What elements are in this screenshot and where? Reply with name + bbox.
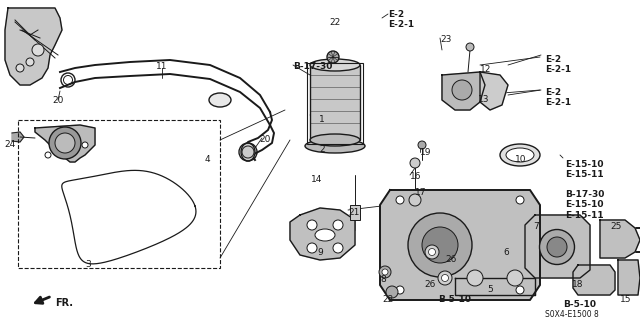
Text: E-15-10
E-15-11: E-15-10 E-15-11	[565, 160, 604, 180]
Bar	[310, 65, 360, 140]
Circle shape	[408, 213, 472, 277]
Polygon shape	[525, 215, 590, 278]
Text: E-2
E-2-1: E-2 E-2-1	[545, 88, 571, 108]
Text: 12: 12	[480, 65, 492, 74]
Text: 7: 7	[533, 222, 539, 231]
Text: 4: 4	[205, 155, 211, 164]
Text: 8: 8	[380, 275, 386, 284]
Text: 3: 3	[85, 260, 91, 269]
Bar	[18, 120, 220, 268]
Circle shape	[516, 286, 524, 294]
Circle shape	[379, 266, 391, 278]
Text: 21: 21	[348, 208, 360, 217]
Text: 6: 6	[503, 248, 509, 257]
Circle shape	[396, 196, 404, 204]
Text: 26: 26	[445, 255, 456, 264]
Circle shape	[410, 158, 420, 168]
Text: E-2
E-2-1: E-2 E-2-1	[388, 10, 414, 29]
Text: 24: 24	[4, 140, 15, 149]
Text: 9: 9	[317, 248, 323, 257]
Text: 1: 1	[319, 115, 325, 124]
Ellipse shape	[315, 229, 335, 241]
Polygon shape	[600, 220, 640, 258]
Text: 15: 15	[620, 295, 632, 304]
Ellipse shape	[241, 143, 255, 161]
Circle shape	[409, 194, 421, 206]
Polygon shape	[12, 132, 24, 142]
Polygon shape	[380, 190, 540, 300]
Ellipse shape	[547, 237, 567, 257]
Ellipse shape	[310, 59, 360, 71]
Text: 26: 26	[424, 280, 436, 289]
Ellipse shape	[310, 134, 360, 146]
Circle shape	[49, 127, 81, 159]
Circle shape	[507, 270, 523, 286]
Polygon shape	[5, 8, 62, 85]
Circle shape	[16, 64, 24, 72]
Circle shape	[422, 227, 458, 263]
Bar	[350, 205, 360, 220]
Text: 2: 2	[319, 145, 325, 154]
Text: 17: 17	[415, 188, 426, 197]
Text: 25: 25	[610, 222, 621, 231]
Text: B-17-30
E-15-10
E-15-11: B-17-30 E-15-10 E-15-11	[565, 190, 604, 220]
Circle shape	[82, 142, 88, 148]
Bar	[307, 63, 363, 144]
Text: 22: 22	[382, 295, 394, 304]
Polygon shape	[442, 72, 485, 110]
Circle shape	[396, 286, 404, 294]
Text: B-17-30: B-17-30	[293, 62, 332, 71]
Circle shape	[452, 80, 472, 100]
Circle shape	[382, 269, 388, 275]
Text: 5: 5	[487, 285, 493, 294]
Text: 20: 20	[259, 135, 271, 144]
Ellipse shape	[506, 148, 534, 162]
Circle shape	[466, 43, 474, 51]
Polygon shape	[35, 125, 95, 162]
Circle shape	[386, 286, 398, 298]
Circle shape	[327, 51, 339, 63]
Ellipse shape	[305, 139, 365, 153]
Polygon shape	[480, 72, 508, 110]
Text: FR.: FR.	[55, 298, 73, 308]
Polygon shape	[618, 260, 640, 295]
Polygon shape	[290, 208, 355, 260]
Ellipse shape	[500, 144, 540, 166]
Text: S0X4-E1500 8: S0X4-E1500 8	[545, 310, 599, 319]
Circle shape	[307, 243, 317, 253]
Text: 23: 23	[440, 35, 451, 44]
Circle shape	[32, 44, 44, 56]
Ellipse shape	[540, 229, 575, 265]
Circle shape	[307, 220, 317, 230]
Circle shape	[516, 196, 524, 204]
Text: 18: 18	[572, 280, 584, 289]
Text: 20: 20	[52, 96, 64, 105]
Circle shape	[442, 275, 449, 282]
Circle shape	[467, 270, 483, 286]
Text: 16: 16	[410, 172, 422, 181]
Text: 13: 13	[478, 95, 490, 104]
Circle shape	[26, 58, 34, 66]
Text: 11: 11	[156, 62, 168, 71]
Text: B-5-10: B-5-10	[438, 295, 472, 304]
Text: 19: 19	[420, 148, 431, 157]
Text: B-5-10: B-5-10	[563, 300, 596, 309]
Circle shape	[438, 271, 452, 285]
Text: E-2
E-2-1: E-2 E-2-1	[545, 55, 571, 74]
Circle shape	[333, 243, 343, 253]
Text: 10: 10	[515, 155, 527, 164]
Circle shape	[429, 249, 435, 255]
Circle shape	[55, 133, 75, 153]
Polygon shape	[573, 265, 615, 295]
Circle shape	[45, 152, 51, 158]
Ellipse shape	[209, 93, 231, 107]
Circle shape	[333, 220, 343, 230]
Circle shape	[425, 245, 439, 259]
Circle shape	[418, 141, 426, 149]
Text: 22: 22	[330, 18, 340, 27]
Polygon shape	[455, 278, 535, 295]
Text: 14: 14	[310, 175, 322, 184]
